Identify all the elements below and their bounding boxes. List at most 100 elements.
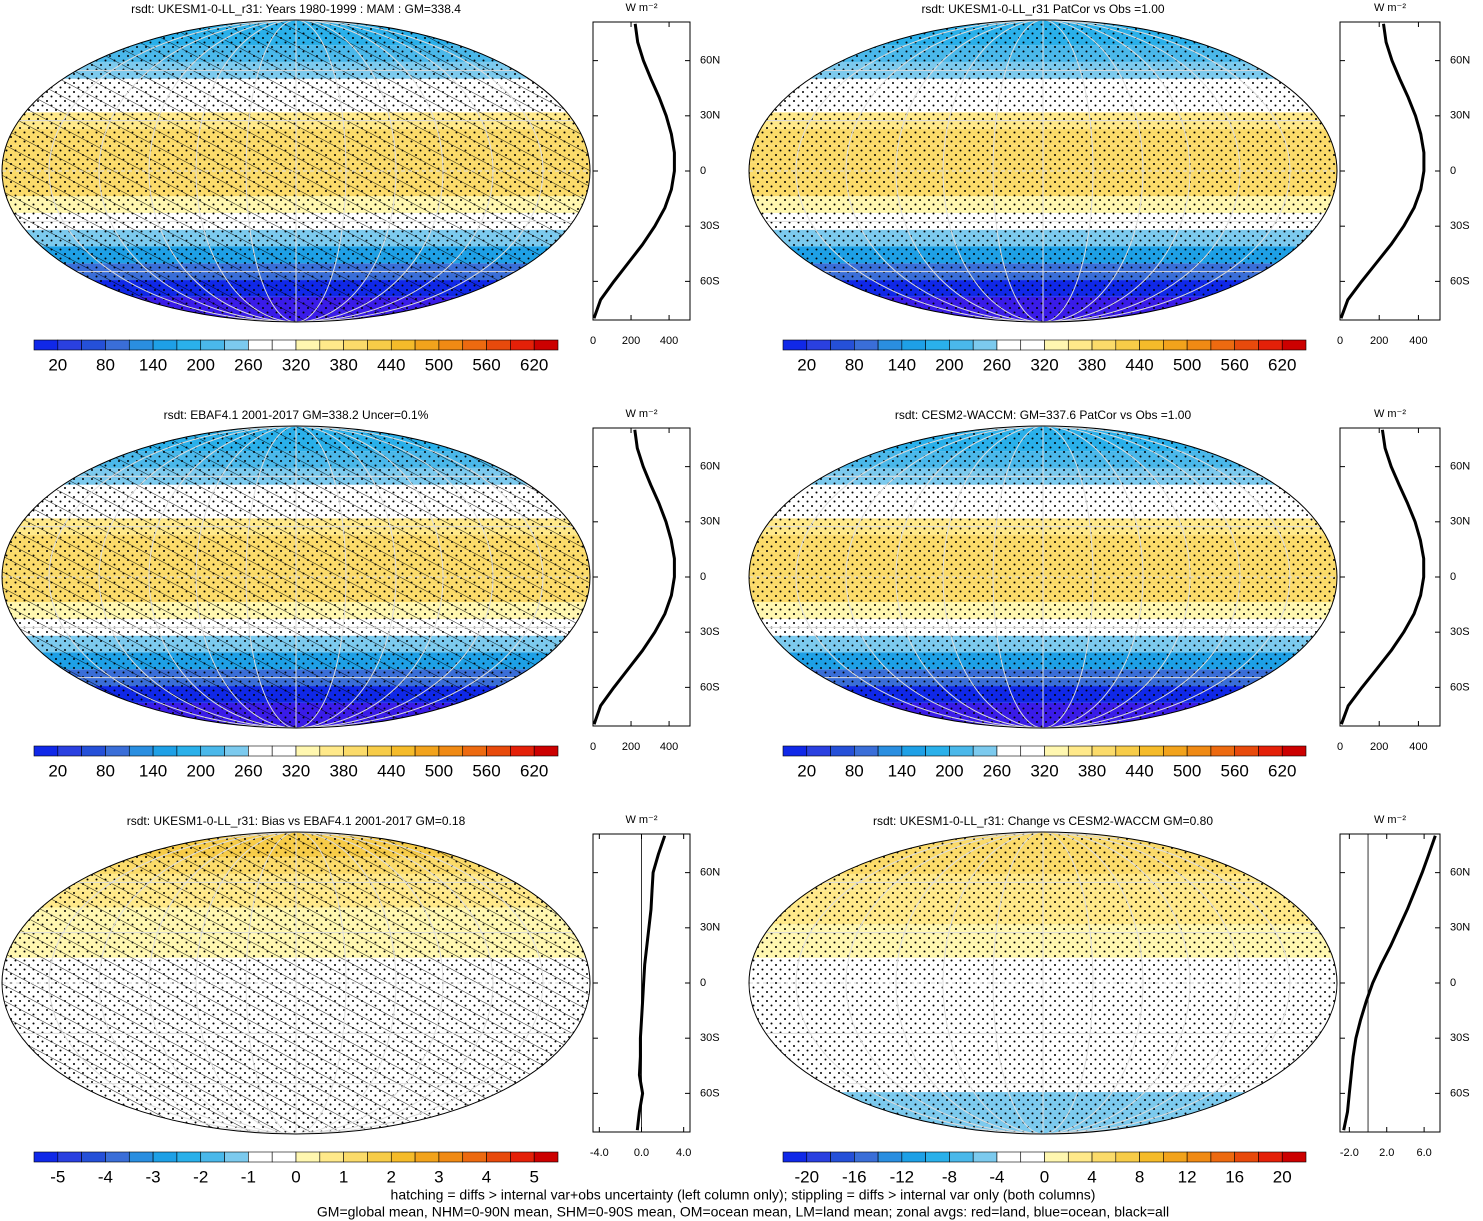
colorbar-box (996, 1151, 1022, 1163)
y-tick-label: 30N (1450, 110, 1470, 122)
graticule (845, 426, 1241, 728)
map (749, 832, 1337, 1134)
colorbar-box (1234, 339, 1259, 351)
colorbar-box (33, 339, 59, 351)
unit-label: W m⁻² (625, 814, 657, 826)
colorbar-box (877, 339, 903, 351)
colorbar-box (248, 339, 273, 351)
colorbar-box (949, 745, 974, 757)
colorbar-box (1067, 745, 1093, 757)
y-tick-label: 60N (1450, 867, 1470, 879)
colorbar-box (996, 339, 1022, 351)
map-outline (1, 425, 591, 729)
graticule (48, 426, 544, 728)
colorbar-label: 200 (187, 761, 215, 780)
colorbar-label: 20 (1273, 1167, 1292, 1186)
colorbar-box (1163, 1151, 1188, 1163)
graticule (942, 426, 1144, 728)
colorbar-box (1139, 745, 1164, 757)
y-tick-label: 0 (1450, 571, 1456, 583)
colorbar-box (295, 1151, 321, 1163)
unit-label: W m⁻² (1374, 2, 1406, 14)
colorbar-box (248, 1151, 273, 1163)
colorbar-box (782, 1151, 808, 1163)
colorbar-box (152, 339, 178, 351)
y-tick-label: 60N (700, 461, 720, 473)
colorbar-label: 500 (1173, 355, 1201, 374)
graticule (195, 20, 397, 322)
colorbar-box (438, 745, 464, 757)
colorbar-box (1234, 745, 1259, 757)
graticule (845, 20, 1241, 322)
colorbar-box (486, 339, 511, 351)
profile-line (592, 429, 676, 725)
colorbar-box (1186, 745, 1212, 757)
colorbar-box (972, 745, 998, 757)
colorbar-box (1044, 339, 1069, 351)
colorbar-box (343, 1151, 368, 1163)
colorbar-box (806, 745, 831, 757)
panel-title: rsdt: UKESM1-0-LL_r31 PatCor vs Obs =1.0… (921, 2, 1164, 16)
profile-frame (1339, 833, 1441, 1133)
unit-label: W m⁻² (1374, 408, 1406, 420)
graticule (195, 426, 397, 728)
colorbar-box (1091, 339, 1117, 351)
profile-line (592, 23, 676, 319)
colorbar-label: -4 (989, 1167, 1004, 1186)
colorbar-label: 12 (1178, 1167, 1197, 1186)
colorbar-label: -12 (890, 1167, 915, 1186)
colorbar-box (782, 745, 808, 757)
colorbar-label: 620 (520, 761, 548, 780)
panel-title: rsdt: UKESM1-0-LL_r31: Bias vs EBAF4.1 2… (127, 814, 466, 828)
colorbar-box (830, 745, 855, 757)
graticule (195, 832, 397, 1134)
colorbar-box (200, 745, 225, 757)
colorbar-label: 560 (472, 761, 500, 780)
colorbar-label: 1 (339, 1167, 348, 1186)
colorbar-label: 620 (520, 355, 548, 374)
y-tick-label: 30N (700, 516, 720, 528)
x-tick-label: 400 (1409, 741, 1427, 753)
colorbar-box (972, 339, 998, 351)
colorbar-box (390, 1151, 416, 1163)
colorbar-box (1044, 745, 1069, 757)
colorbar-box (854, 1151, 879, 1163)
colorbar-box (925, 745, 950, 757)
colorbar-label: 16 (1225, 1167, 1244, 1186)
colorbar-box (105, 745, 130, 757)
colorbar-box (33, 745, 59, 757)
colorbar-box (462, 1151, 487, 1163)
y-tick-label: 60N (700, 55, 720, 67)
y-tick-label: 30N (700, 922, 720, 934)
colorbar-label: 2 (387, 1167, 396, 1186)
colorbar-box (806, 1151, 831, 1163)
colorbar-box (1115, 339, 1140, 351)
graticule (245, 832, 347, 1134)
y-tick-label: 30N (1450, 516, 1470, 528)
colorbar-box (1139, 339, 1164, 351)
y-tick-label: 30S (700, 626, 720, 638)
colorbar-label: 260 (234, 355, 262, 374)
colorbar-box (1115, 1151, 1140, 1163)
colorbar-box (295, 745, 321, 757)
colorbar-box (224, 745, 249, 757)
colorbar-box (996, 745, 1022, 757)
colorbar-label: 0 (291, 1167, 300, 1186)
map (2, 20, 590, 322)
colorbar-box (367, 1151, 392, 1163)
colorbar-box (414, 1151, 440, 1163)
colorbar-box (152, 1151, 178, 1163)
colorbar-label: 8 (1135, 1167, 1144, 1186)
panel-title: rsdt: UKESM1-0-LL_r31: Change vs CESM2-W… (873, 814, 1213, 828)
colorbar-label: 260 (983, 355, 1011, 374)
y-tick-label: 30N (700, 110, 720, 122)
colorbar-box (343, 339, 368, 351)
y-tick-label: 30S (1450, 220, 1470, 232)
colorbar-box (1091, 745, 1117, 757)
colorbar-box (854, 745, 879, 757)
colorbar-label: 200 (935, 355, 963, 374)
x-tick-label: 4.0 (676, 1147, 691, 1159)
colorbar-box (486, 1151, 511, 1163)
graticule (148, 426, 444, 728)
graticule (245, 426, 347, 728)
